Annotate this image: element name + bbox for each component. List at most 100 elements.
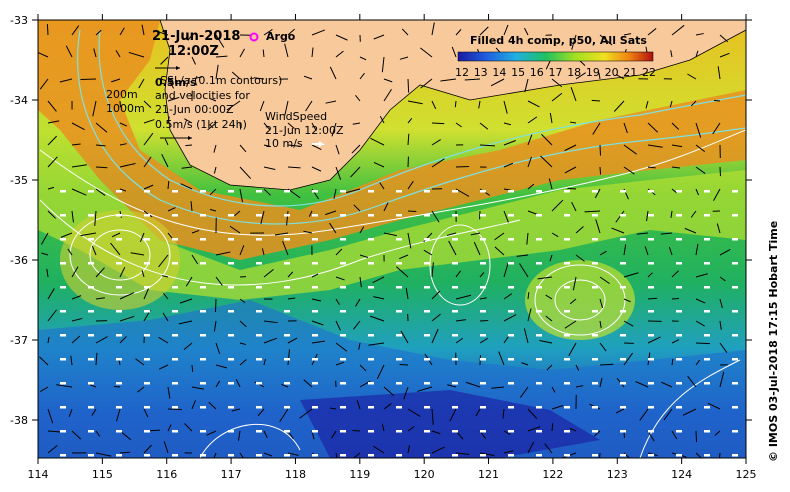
velocity-arrow bbox=[647, 272, 653, 278]
velocity-arrow bbox=[599, 452, 601, 458]
lon-tick-label: 124 bbox=[671, 468, 692, 481]
velocity-arrow bbox=[479, 144, 495, 147]
velocity-arrow bbox=[713, 188, 721, 201]
velocity-arrow bbox=[209, 208, 217, 212]
velocity-arrow bbox=[383, 403, 392, 410]
velocity-arrow bbox=[352, 452, 361, 458]
wind-arrow bbox=[256, 214, 262, 217]
velocity-arrow bbox=[47, 337, 50, 344]
velocity-arrow bbox=[420, 78, 433, 89]
colorbar-tick-label: 14 bbox=[492, 66, 506, 79]
velocity-arrow bbox=[423, 249, 433, 256]
wind-arrow bbox=[452, 430, 458, 433]
velocity-arrow bbox=[551, 386, 556, 393]
wind-arrow bbox=[452, 334, 458, 337]
wind-arrow bbox=[424, 286, 430, 289]
wind-arrow bbox=[620, 406, 626, 409]
velocity-arrow bbox=[359, 254, 369, 259]
velocity-arrow bbox=[455, 29, 462, 36]
velocity-arrow bbox=[503, 314, 517, 322]
wind-arrow bbox=[648, 382, 654, 385]
velocity-arrow bbox=[647, 122, 659, 133]
velocity-arrow bbox=[431, 158, 445, 168]
velocity-arrow bbox=[646, 210, 649, 222]
velocity-arrow bbox=[551, 78, 563, 88]
wind-arrow bbox=[88, 406, 94, 409]
velocity-arrow bbox=[71, 430, 82, 440]
wind-arrow bbox=[116, 454, 122, 457]
velocity-arrow bbox=[116, 408, 121, 422]
velocity-arrow bbox=[67, 248, 73, 256]
velocity-scale-label: 0.5m/s bbox=[155, 76, 197, 89]
velocity-arrow bbox=[395, 266, 409, 278]
velocity-arrow bbox=[695, 50, 699, 58]
wind-arrow bbox=[480, 238, 486, 241]
velocity-arrow bbox=[527, 100, 540, 108]
wind-arrow bbox=[256, 334, 262, 337]
velocity-arrow bbox=[239, 359, 247, 366]
velocity-arrow bbox=[690, 210, 697, 218]
velocity-arrow bbox=[184, 423, 193, 432]
velocity-arrow bbox=[333, 188, 337, 199]
wind-arrow bbox=[340, 358, 346, 361]
velocity-arrow bbox=[400, 330, 409, 344]
velocity-arrow bbox=[647, 336, 661, 344]
wind-arrow bbox=[564, 334, 570, 337]
wind-arrow bbox=[620, 430, 626, 433]
velocity-arrow bbox=[231, 408, 241, 412]
wind-arrow bbox=[592, 382, 598, 385]
velocity-arrow bbox=[95, 29, 102, 36]
wind-arrow bbox=[676, 454, 682, 457]
wind-arrow bbox=[200, 238, 206, 241]
wind-arrow bbox=[172, 406, 178, 409]
velocity-arrow bbox=[503, 450, 514, 454]
wind-arrow bbox=[284, 406, 290, 409]
wind-arrow bbox=[116, 382, 122, 385]
velocity-arrow bbox=[527, 116, 538, 124]
velocity-arrow bbox=[239, 188, 243, 203]
velocity-arrow bbox=[281, 384, 289, 388]
velocity-arrow bbox=[39, 356, 49, 366]
velocity-arrow bbox=[545, 294, 553, 300]
velocity-arrow bbox=[671, 144, 683, 148]
velocity-arrow bbox=[167, 408, 182, 411]
wind-legend-time: 21-Jun 12:00Z bbox=[265, 124, 344, 137]
velocity-arrow bbox=[311, 298, 322, 302]
velocity-arrow bbox=[714, 430, 721, 436]
velocity-arrow bbox=[479, 122, 489, 130]
velocity-arrow bbox=[575, 364, 580, 371]
wind-arrow bbox=[396, 358, 402, 361]
wind-arrow bbox=[284, 310, 290, 313]
velocity-arrow bbox=[599, 34, 613, 46]
wind-arrow bbox=[172, 334, 178, 337]
velocity-arrow bbox=[95, 166, 108, 169]
velocity-arrow bbox=[540, 155, 553, 168]
colorbar-title: Filled 4h comp, p50, All Sats bbox=[470, 34, 647, 47]
wind-arrow bbox=[200, 382, 206, 385]
wind-arrow bbox=[144, 190, 150, 193]
wind-arrow bbox=[452, 238, 458, 241]
velocity-arrow bbox=[167, 424, 172, 432]
velocity-arrow bbox=[335, 144, 340, 155]
velocity-arrow bbox=[695, 342, 710, 345]
wind-arrow bbox=[116, 286, 122, 289]
velocity-arrow bbox=[263, 337, 278, 344]
lon-tick-label: 115 bbox=[92, 468, 113, 481]
velocity-arrow bbox=[545, 315, 553, 322]
velocity-arrow bbox=[263, 166, 276, 170]
velocity-arrow bbox=[399, 56, 409, 60]
velocity-arrow bbox=[537, 276, 553, 280]
velocity-arrow bbox=[687, 375, 697, 388]
velocity-arrow bbox=[551, 423, 554, 432]
wind-arrow bbox=[312, 358, 318, 361]
wind-arrow bbox=[424, 358, 430, 361]
wind-arrow bbox=[732, 190, 738, 193]
wind-arrow bbox=[116, 310, 122, 313]
velocity-arrow bbox=[38, 51, 49, 58]
wind-arrow bbox=[564, 214, 570, 217]
velocity-arrow bbox=[119, 143, 127, 146]
wind-arrow bbox=[648, 262, 654, 265]
wind-arrow bbox=[536, 286, 542, 289]
velocity-arrow bbox=[695, 273, 708, 278]
sla-legend-line1: SSL/a (0.1m contours) bbox=[160, 74, 282, 87]
